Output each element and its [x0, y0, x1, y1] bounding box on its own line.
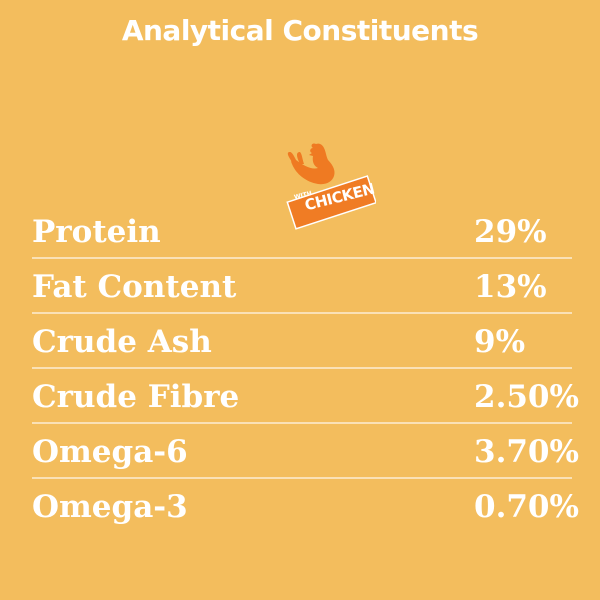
constituent-value: 29% — [474, 214, 547, 250]
table-row: Crude Fibre 2.50% — [32, 369, 579, 424]
constituent-value: 2.50% — [474, 379, 579, 415]
constituents-table: Protein 29% Fat Content 13% Crude Ash 9%… — [32, 204, 579, 534]
constituent-value: 9% — [474, 324, 526, 360]
constituent-label: Omega-6 — [32, 434, 188, 470]
constituent-value: 0.70% — [474, 489, 579, 525]
table-row: Omega-6 3.70% — [32, 424, 579, 479]
table-row: Crude Ash 9% — [32, 314, 572, 369]
table-row: Protein 29% — [32, 204, 572, 259]
constituent-value: 13% — [474, 269, 547, 305]
constituent-label: Omega-3 — [32, 489, 188, 525]
constituent-label: Protein — [32, 214, 161, 250]
with-chicken-badge: WITH CHICKEN — [282, 140, 377, 232]
constituent-label: Crude Fibre — [32, 379, 240, 415]
table-row: Omega-3 0.70% — [32, 479, 579, 534]
constituent-label: Fat Content — [32, 269, 237, 305]
constituent-label: Crude Ash — [32, 324, 212, 360]
constituent-value: 3.70% — [474, 434, 579, 470]
table-row: Fat Content 13% — [32, 259, 572, 314]
chicken-icon — [286, 143, 377, 230]
page-title: Analytical Constituents — [121, 14, 479, 47]
